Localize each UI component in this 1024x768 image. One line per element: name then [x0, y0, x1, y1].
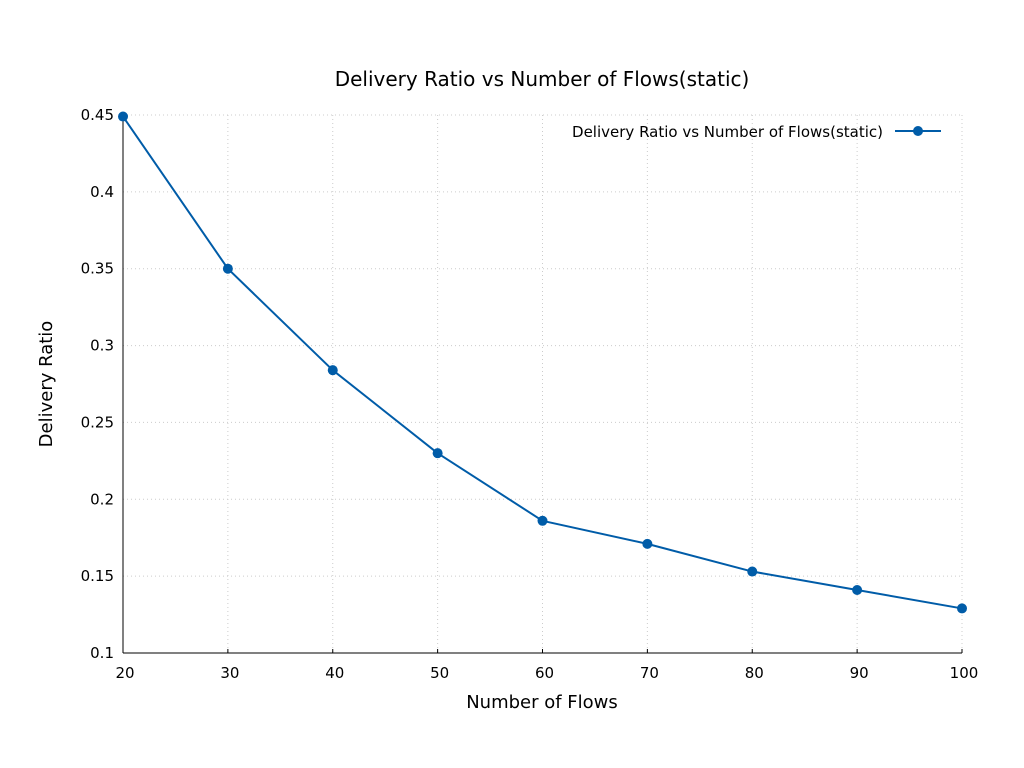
- legend-label: Delivery Ratio vs Number of Flows(static…: [572, 123, 883, 141]
- x-axis-label: Number of Flows: [466, 692, 618, 713]
- data-point: [852, 584, 863, 595]
- data-point: [642, 538, 653, 549]
- data-point: [747, 566, 758, 577]
- x-tick-label: 100: [950, 664, 979, 682]
- data-point: [118, 111, 128, 122]
- y-tick-label: 0.35: [81, 260, 114, 278]
- y-axis-ticks: 0.1 0.15 0.2 0.25 0.3 0.35 0.4 0.45: [81, 106, 114, 662]
- x-axis-ticks: 20 30 40 50 60 70 80 90 100: [115, 649, 978, 682]
- y-tick-label: 0.2: [90, 490, 114, 508]
- data-point: [957, 603, 967, 614]
- y-tick-label: 0.15: [81, 567, 114, 585]
- y-tick-label: 0.45: [81, 106, 114, 124]
- data-point: [222, 263, 233, 274]
- y-tick-label: 0.25: [81, 413, 114, 431]
- y-tick-label: 0.3: [90, 337, 114, 355]
- y-tick-label: 0.4: [90, 183, 114, 201]
- data-point: [432, 448, 443, 459]
- chart-title: Delivery Ratio vs Number of Flows(static…: [335, 67, 750, 91]
- x-tick-label: 60: [535, 664, 554, 682]
- x-tick-label: 40: [325, 664, 344, 682]
- data-point: [327, 365, 338, 376]
- y-axis-label: Delivery Ratio: [36, 321, 57, 448]
- series-points: [118, 111, 967, 614]
- y-tick-label: 0.1: [90, 644, 114, 662]
- legend: Delivery Ratio vs Number of Flows(static…: [572, 123, 941, 141]
- grid-lines: [123, 114, 963, 653]
- x-tick-label: 70: [640, 664, 659, 682]
- x-tick-label: 50: [430, 664, 449, 682]
- x-tick-label: 30: [220, 664, 239, 682]
- x-tick-label: 80: [745, 664, 764, 682]
- legend-marker-swatch: [913, 126, 923, 136]
- x-tick-label: 90: [850, 664, 869, 682]
- data-point: [537, 515, 548, 526]
- x-tick-label: 20: [115, 664, 134, 682]
